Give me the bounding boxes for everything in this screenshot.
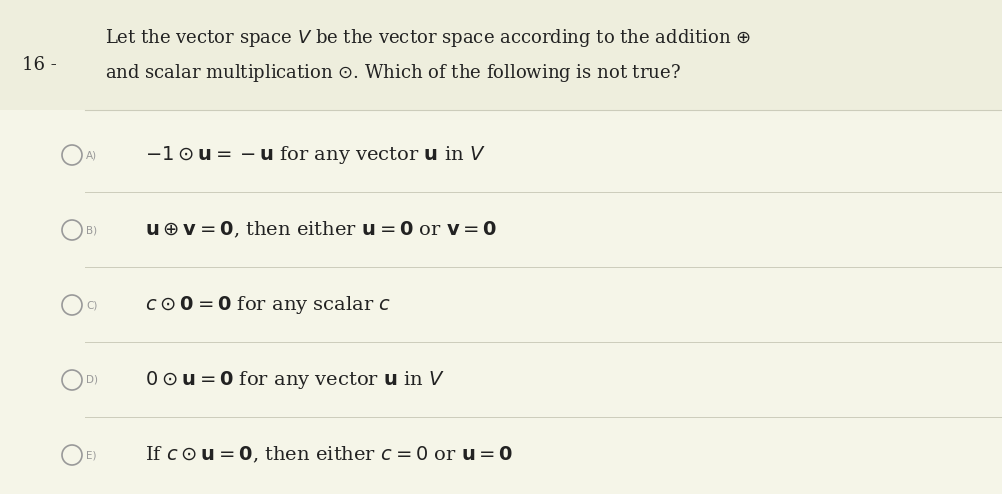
Text: and scalar multiplication $\odot$. Which of the following is not true?: and scalar multiplication $\odot$. Which…	[105, 62, 680, 84]
Text: D): D)	[86, 375, 98, 385]
Text: B): B)	[86, 225, 97, 235]
Text: $\mathbf{u} \oplus \mathbf{v} = \mathbf{0}$, then either $\mathbf{u} = \mathbf{0: $\mathbf{u} \oplus \mathbf{v} = \mathbf{…	[145, 220, 497, 240]
Text: If $c \odot \mathbf{u} = \mathbf{0}$, then either $c = 0$ or $\mathbf{u} = \math: If $c \odot \mathbf{u} = \mathbf{0}$, th…	[145, 445, 513, 465]
Text: $c \odot \mathbf{0} = \mathbf{0}$ for any scalar $c$: $c \odot \mathbf{0} = \mathbf{0}$ for an…	[145, 294, 391, 316]
Text: $0 \odot \mathbf{u} = \mathbf{0}$ for any vector $\mathbf{u}$ in $V$: $0 \odot \mathbf{u} = \mathbf{0}$ for an…	[145, 369, 445, 391]
Text: E): E)	[86, 450, 96, 460]
Text: C): C)	[86, 300, 97, 310]
Text: A): A)	[86, 150, 97, 160]
Text: $-1 \odot \mathbf{u} = -\mathbf{u}$ for any vector $\mathbf{u}$ in $V$: $-1 \odot \mathbf{u} = -\mathbf{u}$ for …	[145, 144, 485, 166]
Text: Let the vector space $V$ be the vector space according to the addition $\oplus$: Let the vector space $V$ be the vector s…	[105, 27, 750, 49]
Text: 16 -: 16 -	[22, 56, 57, 74]
Bar	[0, 0, 1002, 110]
